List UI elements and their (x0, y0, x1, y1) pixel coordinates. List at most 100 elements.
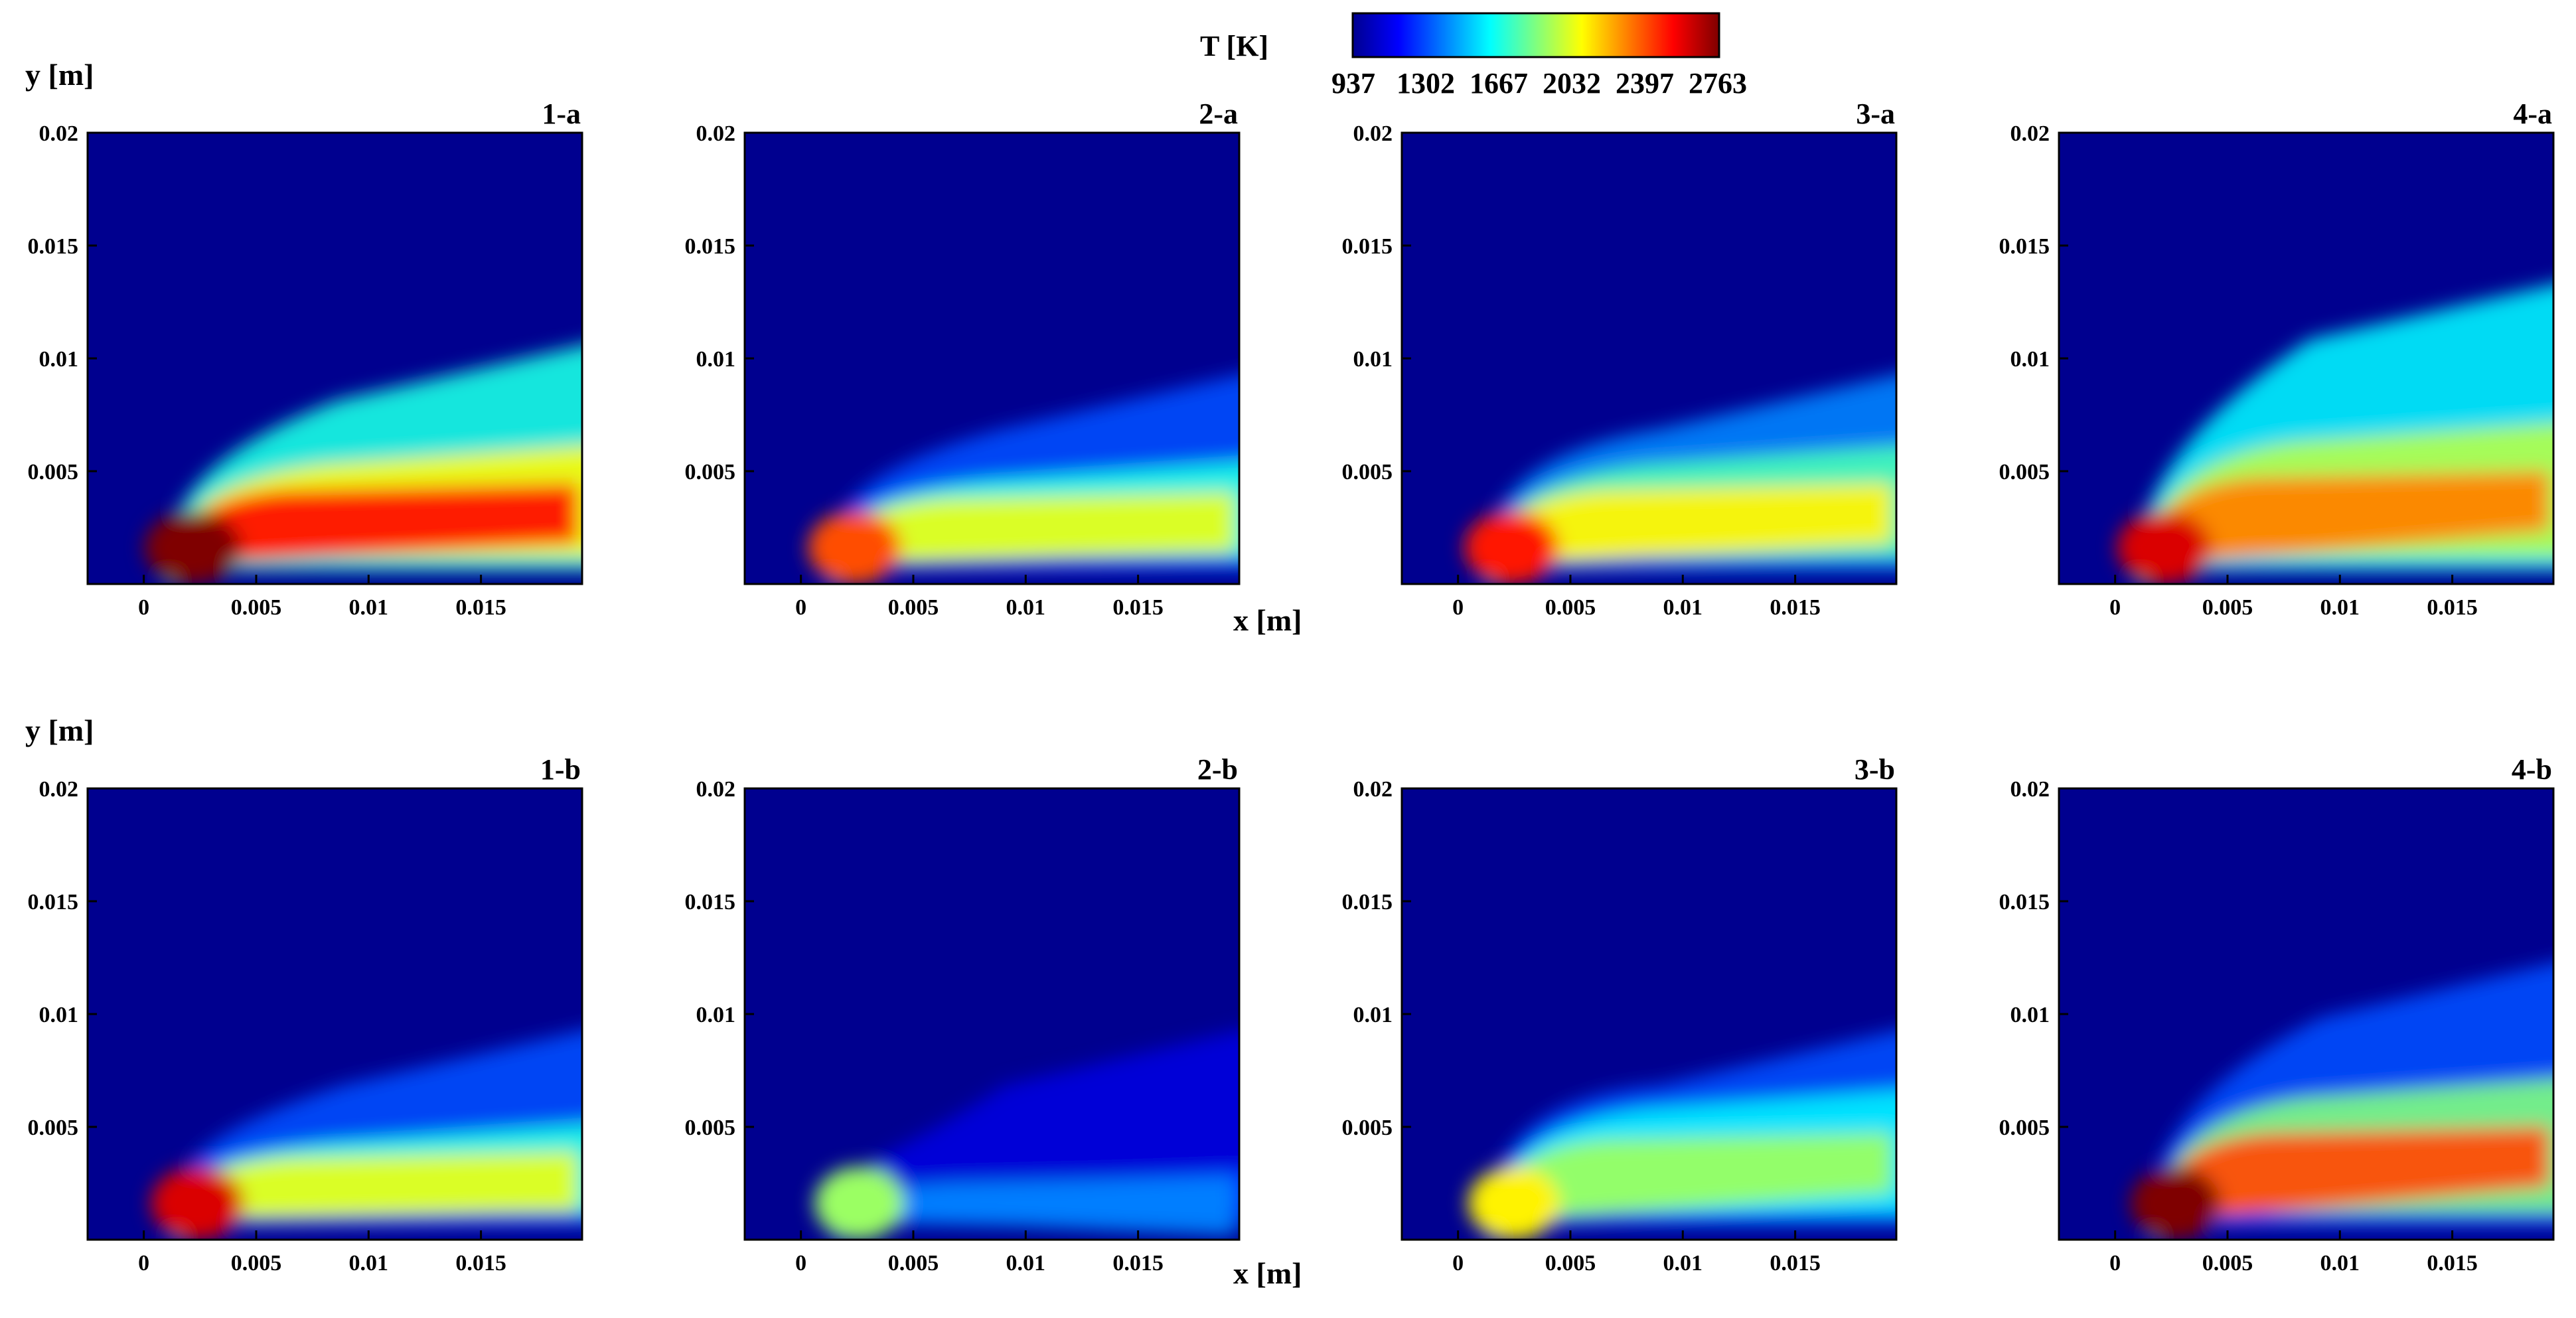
flame-core (2117, 511, 2212, 584)
flame-core (814, 1167, 904, 1240)
y-tick-label: 0.02 (1353, 121, 1393, 146)
x-tick-label: 0 (1452, 595, 1464, 620)
temperature-field (2130, 962, 2553, 1240)
x-tick-label: 0.015 (455, 1251, 506, 1276)
y-tick-label: 0.015 (1999, 890, 2050, 915)
y-tick-label: 0.01 (2010, 1003, 2050, 1027)
colorbar (1351, 12, 1720, 58)
x-tick-label: 0.005 (231, 595, 282, 620)
panel-label: 3-a (1856, 98, 1895, 130)
y-tick-label: 0.01 (39, 1003, 79, 1027)
temperature-field (1468, 1030, 1896, 1240)
heatmap-panel-1b: 0.005 0.01 0.015 0.02 0 0.005 0.01 0.015 1-b (28, 753, 583, 1276)
flame-core (1468, 1167, 1560, 1240)
flame-core (2130, 1167, 2221, 1240)
flame-core (144, 511, 242, 584)
x-tick-label: 0 (138, 595, 149, 620)
x-tick-label: 0.015 (1112, 1251, 1164, 1276)
x-tick-label: 0 (1452, 1251, 1464, 1276)
y-tick-label: 0.005 (1999, 460, 2050, 484)
x-tick-label: 0 (138, 1251, 149, 1276)
y-tick-label: 0.005 (685, 1116, 736, 1140)
x-tick-label: 0.015 (1112, 595, 1164, 620)
colorbar-tick-label: 937 (1331, 67, 1375, 100)
flame-inner-zone (1494, 1133, 1892, 1240)
y-tick-label: 0.015 (1342, 234, 1393, 259)
y-tick-label: 0.015 (685, 234, 736, 259)
heatmap-panel-2a: 0.005 0.01 0.015 0.02 0 0.005 0.01 0.015 2-a (685, 98, 1241, 620)
heatmap-panel-3b: 0.005 0.01 0.015 0.02 0 0.005 0.01 0.015 3-b (1342, 753, 1898, 1276)
x-tick-label: 0.005 (231, 1251, 282, 1276)
x-tick-label: 0.01 (349, 1251, 389, 1276)
row2-x-axis-label: x [m] (1233, 1256, 1302, 1290)
row2-y-axis-label: y [m] (25, 713, 94, 747)
y-tick-label: 0.005 (1342, 460, 1393, 484)
y-tick-label: 0.015 (28, 890, 79, 915)
y-tick-label: 0.02 (2010, 777, 2050, 802)
y-tick-label: 0.01 (696, 1003, 736, 1027)
y-tick-label: 0.005 (685, 460, 736, 484)
x-tick-label: 0.015 (1770, 1251, 1821, 1276)
x-tick-label: 0.01 (349, 595, 389, 620)
y-tick-label: 0.015 (685, 890, 736, 915)
flame-core (808, 511, 901, 584)
x-tick-label: 0.01 (1663, 1251, 1703, 1276)
temperature-field (814, 1030, 1239, 1240)
x-tick-label: 0 (2109, 1251, 2121, 1276)
temperature-field (151, 1030, 582, 1240)
x-tick-label: 0.015 (2427, 595, 2478, 620)
panel-label: 3-b (1855, 753, 1895, 786)
x-tick-label: 0.01 (1006, 1251, 1046, 1276)
panel-label: 1-b (540, 753, 581, 786)
x-tick-label: 0 (795, 595, 806, 620)
colorbar-title: T [K] (1200, 30, 1269, 62)
flame-core (1464, 511, 1559, 584)
y-tick-label: 0.02 (1353, 777, 1393, 802)
panel-label: 4-a (2513, 98, 2552, 130)
flame-inner-zone (1492, 483, 1892, 584)
temperature-field (2117, 284, 2553, 584)
temperature-field (1464, 374, 1896, 584)
x-tick-label: 0.01 (2320, 1251, 2360, 1276)
x-tick-label: 0 (795, 1251, 806, 1276)
y-tick-label: 0.005 (28, 1116, 79, 1140)
x-tick-label: 0.01 (1006, 595, 1046, 620)
panel-label: 2-b (1197, 753, 1238, 786)
x-tick-label: 0.005 (888, 1251, 939, 1276)
y-tick-label: 0.005 (1342, 1116, 1393, 1140)
heatmap-panel-2b: 0.005 0.01 0.015 0.02 0 0.005 0.01 0.015 2-b (685, 753, 1241, 1276)
x-tick-label: 0.01 (1663, 595, 1703, 620)
x-tick-label: 0.01 (2320, 595, 2360, 620)
y-tick-label: 0.02 (696, 777, 736, 802)
x-tick-label: 0.005 (2202, 595, 2253, 620)
flame-inner-zone (2145, 471, 2549, 584)
flame-core (151, 1167, 244, 1240)
y-tick-label: 0.015 (28, 234, 79, 259)
x-tick-label: 0 (2109, 595, 2121, 620)
panel-label: 1-a (542, 98, 581, 130)
x-tick-label: 0.005 (1545, 1251, 1596, 1276)
temperature-field (808, 374, 1239, 584)
colorbar-tick-label: 2397 (1616, 67, 1674, 100)
colorbar-tick-label: 2032 (1543, 67, 1601, 100)
y-tick-label: 0.02 (2010, 121, 2050, 146)
x-tick-label: 0.015 (2427, 1251, 2478, 1276)
heatmap-panel-1a: 0.005 0.01 0.015 0.02 0 0.005 0.01 0.015 1-a (28, 98, 583, 620)
y-tick-label: 0.01 (1353, 1003, 1393, 1027)
colorbar-tick-label: 1302 (1397, 67, 1455, 100)
panel-label: 2-a (1199, 98, 1238, 130)
heatmap-panel-3a: 0.005 0.01 0.015 0.02 0 0.005 0.01 0.015 3-a (1342, 98, 1898, 620)
colorbar-tick-label: 2763 (1689, 67, 1747, 100)
heatmap-panel-4a: 0.005 0.01 0.015 0.02 0 0.005 0.01 0.015 4-a (1999, 98, 2555, 620)
y-tick-label: 0.005 (1999, 1116, 2050, 1140)
x-tick-label: 0.005 (1545, 595, 1596, 620)
flame-inner-zone (2156, 1126, 2549, 1240)
y-tick-label: 0.02 (696, 121, 736, 146)
y-tick-label: 0.01 (39, 347, 79, 372)
flame-inner-zone (835, 492, 1235, 584)
colorbar-tick-label: 1667 (1470, 67, 1528, 100)
y-tick-label: 0.01 (2010, 347, 2050, 372)
flame-inner-zone (178, 1151, 578, 1240)
flame-inner-zone (173, 483, 578, 584)
